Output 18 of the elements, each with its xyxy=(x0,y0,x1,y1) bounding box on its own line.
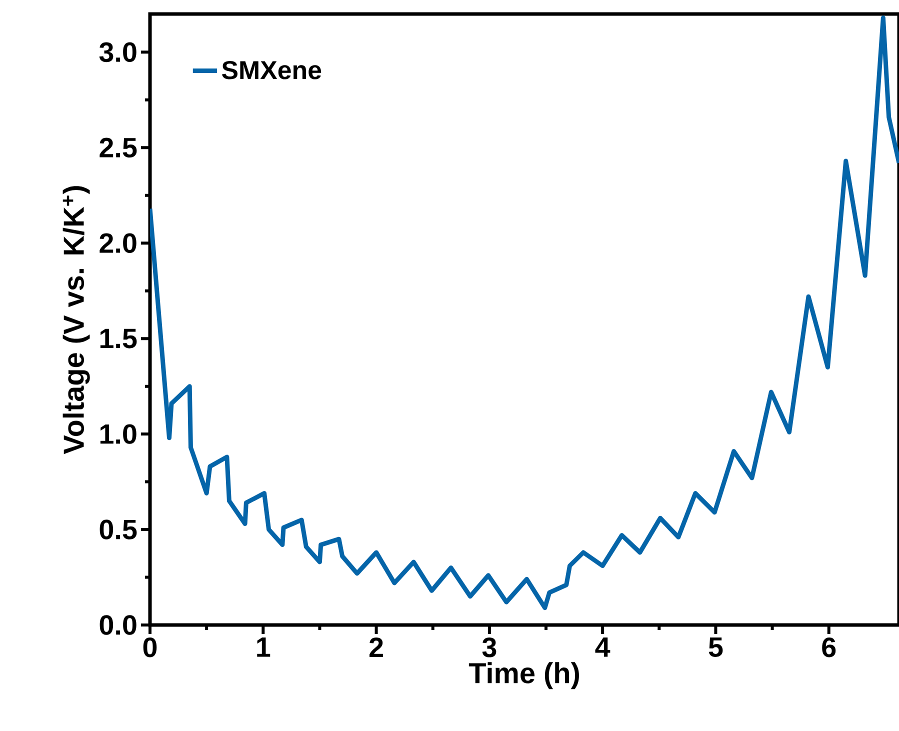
x-tick-label: 4 xyxy=(595,638,610,657)
y-tick-label: 0.5 xyxy=(100,520,137,540)
x-tick-label: 1 xyxy=(257,638,270,657)
x-tick-label: 0 xyxy=(143,638,157,658)
x-axis-title: Time (h) xyxy=(468,662,579,690)
x-tick-label: 2 xyxy=(370,638,383,657)
legend-label: SMXene xyxy=(222,60,322,80)
line-series xyxy=(150,16,899,610)
y-tick-label: 2.0 xyxy=(100,233,136,253)
x-tick-label: 3 xyxy=(482,638,496,658)
y-axis-title: Voltage (V vs. K/K$^{+}$) xyxy=(62,186,90,454)
y-tick-label: 1.0 xyxy=(100,424,136,444)
y-tick-label: 2.5 xyxy=(100,138,137,158)
y-tick-label: 0.0 xyxy=(100,615,136,635)
x-tick-label: 5 xyxy=(708,638,723,657)
y-tick-label: 3.0 xyxy=(99,42,136,62)
x-tick-label: 6 xyxy=(822,638,836,658)
y-tick-label: 1.5 xyxy=(100,328,137,348)
